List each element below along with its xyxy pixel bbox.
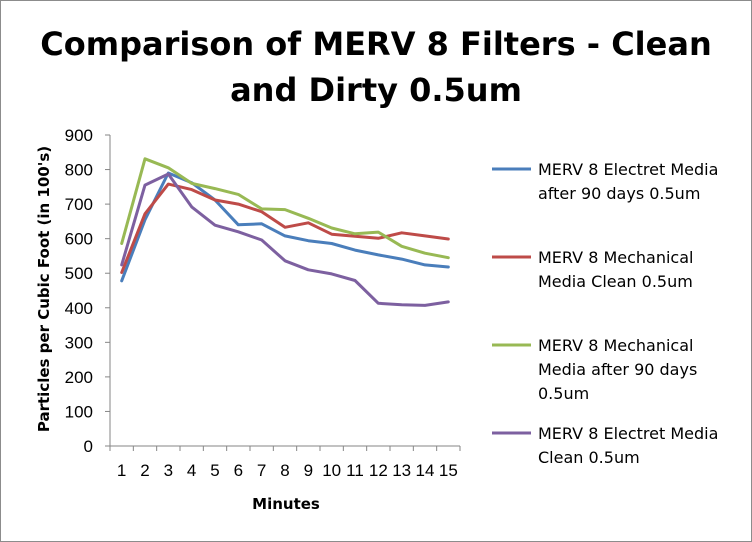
x-axis-ticks: 1 2 3 4 5 6 7 8 9 10 11 12 13 14 15	[109, 446, 461, 480]
x-tick-label: 12	[369, 461, 388, 480]
x-tick-label: 11	[346, 461, 364, 480]
y-tick-label: 300	[65, 333, 93, 352]
x-tick-label: 2	[140, 461, 149, 480]
series-line-4	[120, 172, 450, 307]
series-lines	[120, 157, 450, 307]
x-tick-label: 10	[322, 461, 341, 480]
x-tick-label: 7	[257, 461, 266, 480]
y-tick-label: 900	[65, 126, 93, 145]
legend-label: MERV 8 Electret Media	[538, 424, 718, 443]
x-tick-label: 13	[392, 461, 411, 480]
legend-label: Media Clean 0.5um	[538, 272, 693, 291]
series-line-3	[120, 157, 450, 260]
legend-label: MERV 8 Mechanical	[538, 336, 693, 355]
legend-label: Clean 0.5um	[538, 448, 640, 467]
x-tick-label: 15	[439, 461, 458, 480]
x-axis-title: Minutes	[252, 495, 320, 513]
x-tick-label: 4	[187, 461, 196, 480]
y-axis-ticks: 0 100 200 300 400 500 600 700 800 900	[65, 126, 110, 456]
legend: MERV 8 Electret Media after 90 days 0.5um…	[492, 160, 718, 467]
chart-title-line-2: and Dirty 0.5um	[230, 71, 522, 109]
x-tick-label: 1	[117, 461, 126, 480]
x-tick-label: 8	[280, 461, 289, 480]
y-tick-label: 0	[84, 437, 93, 456]
y-tick-label: 500	[65, 264, 93, 283]
legend-label: Media after 90 days	[538, 360, 697, 379]
y-tick-label: 800	[65, 161, 93, 180]
y-tick-label: 700	[65, 195, 93, 214]
y-tick-label: 100	[65, 402, 93, 421]
legend-label: MERV 8 Mechanical	[538, 248, 693, 267]
legend-label: MERV 8 Electret Media	[538, 160, 718, 179]
y-tick-label: 200	[65, 368, 93, 387]
series-line-1	[120, 171, 450, 283]
legend-label: after 90 days 0.5um	[538, 184, 700, 203]
x-tick-label: 5	[210, 461, 219, 480]
y-tick-label: 600	[65, 230, 93, 249]
x-tick-label: 9	[304, 461, 313, 480]
x-tick-label: 14	[416, 461, 435, 480]
x-tick-label: 6	[234, 461, 243, 480]
y-axis-title: Particles per Cubic Foot (in 100's)	[35, 146, 53, 432]
x-tick-label: 3	[164, 461, 173, 480]
legend-label: 0.5um	[538, 384, 589, 403]
y-tick-label: 400	[65, 299, 93, 318]
chart-title-line-1: Comparison of MERV 8 Filters - Clean	[40, 25, 711, 63]
